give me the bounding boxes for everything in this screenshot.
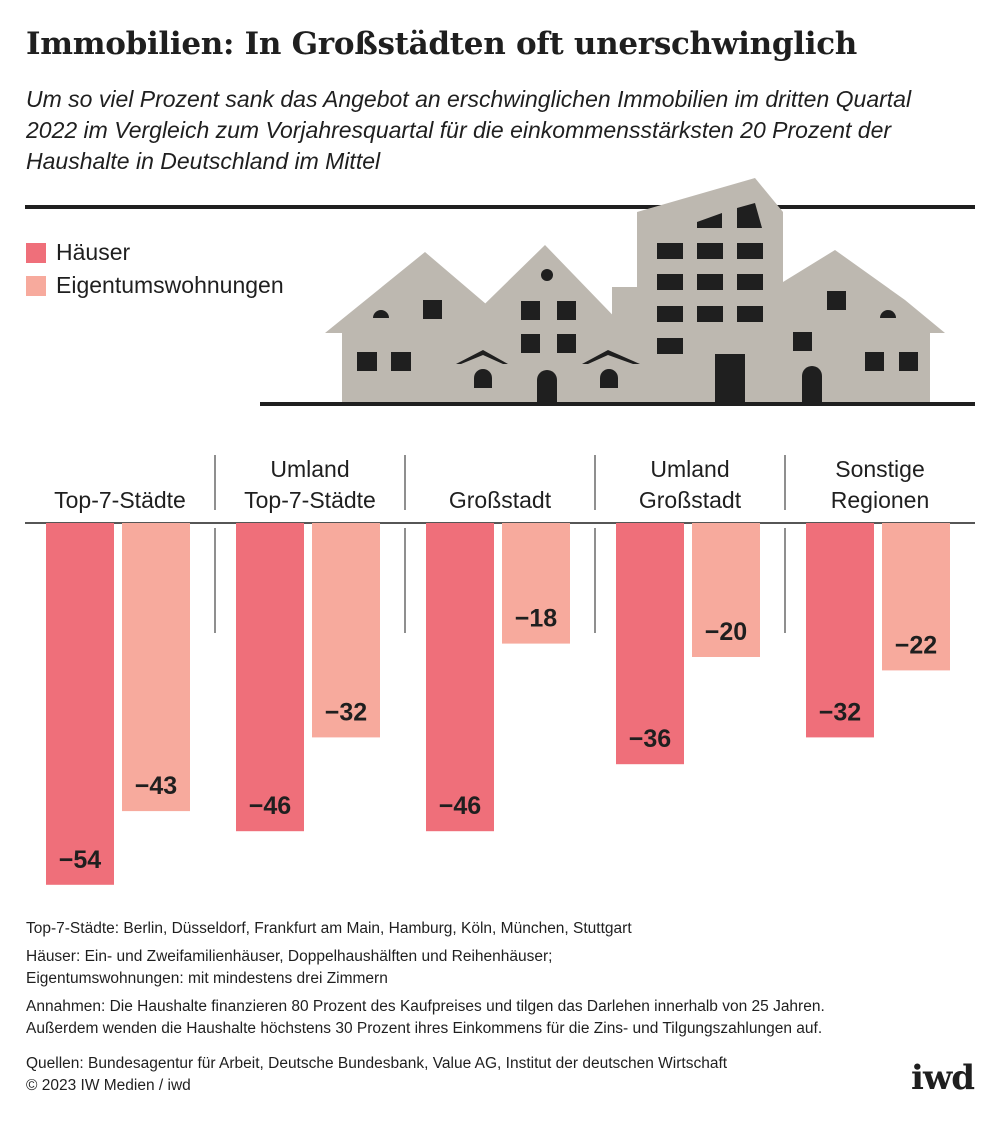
- bar-haeuser: [616, 523, 684, 765]
- legend-item-haeuser: Häuser: [26, 236, 284, 269]
- legend-swatch-haeuser: [26, 242, 46, 263]
- note-haeuser: Häuser: Ein- und Zweifamilienhäuser, Dop…: [26, 948, 553, 965]
- bar-value-label: −32: [325, 698, 367, 726]
- category-label: Regionen: [831, 487, 929, 513]
- chart-title: Immobilien: In Großstädten oft unerschwi…: [26, 26, 858, 62]
- bar-value-label: −18: [515, 605, 558, 633]
- footnotes: Top-7-Städte: Berlin, Düsseldorf, Frankf…: [26, 918, 976, 1097]
- note-annahmen: Annahmen: Die Haushalte finanzieren 80 P…: [26, 998, 825, 1015]
- bar-value-label: −32: [819, 698, 861, 726]
- houses-icon: [25, 178, 975, 406]
- chart-subtitle: Um so viel Prozent sank das Angebot an e…: [26, 86, 912, 174]
- note-top7: Top-7-Städte: Berlin, Düsseldorf, Frankf…: [26, 920, 632, 937]
- category-label: Sonstige: [835, 456, 925, 482]
- category-label: Großstadt: [639, 487, 742, 513]
- note-wohnungen: Eigentumswohnungen: mit mindestens drei …: [26, 970, 388, 987]
- category-label: Top-7-Städte: [54, 487, 186, 513]
- bar-haeuser: [236, 523, 304, 832]
- legend: Häuser Eigentumswohnungen: [26, 236, 284, 302]
- bar-wohnungen: [692, 523, 760, 657]
- note-annahmen-2: Außerdem wenden die Haushalte höchstens …: [26, 1020, 823, 1037]
- bar-wohnungen: [502, 523, 570, 644]
- bar-wohnungen: [882, 523, 950, 671]
- iwd-logo: iwd: [911, 1058, 975, 1098]
- bar-value-label: −20: [705, 618, 747, 646]
- bar-haeuser: [46, 523, 114, 885]
- bar-value-label: −36: [629, 725, 671, 753]
- bar-chart: Top-7-Städte −54 −43 Umland Top-7-Städte −46 −…: [25, 455, 975, 885]
- bar-wohnungen: [312, 523, 380, 738]
- category-label: Großstadt: [449, 487, 552, 513]
- bar-haeuser: [426, 523, 494, 832]
- legend-item-wohnungen: Eigentumswohnungen: [26, 269, 284, 302]
- bar-value-label: −22: [895, 631, 937, 659]
- legend-swatch-wohnungen: [26, 275, 46, 296]
- bar-value-label: −46: [249, 792, 291, 820]
- category-label: Umland: [650, 456, 729, 482]
- legend-label-haeuser: Häuser: [56, 239, 131, 265]
- house-illustration: [25, 178, 975, 406]
- note-sources: Quellen: Bundesagentur für Arbeit, Deuts…: [26, 1055, 728, 1072]
- bar-wohnungen: [122, 523, 190, 812]
- bar-value-label: −54: [59, 846, 102, 874]
- bar-haeuser: [806, 523, 874, 738]
- note-copyright: © 2023 IW Medien / iwd: [26, 1077, 191, 1094]
- category-label: Top-7-Städte: [244, 487, 376, 513]
- legend-label-wohnungen: Eigentumswohnungen: [56, 272, 284, 298]
- category-label: Umland: [270, 456, 349, 482]
- bar-value-label: −43: [135, 772, 177, 800]
- bar-value-label: −46: [439, 792, 481, 820]
